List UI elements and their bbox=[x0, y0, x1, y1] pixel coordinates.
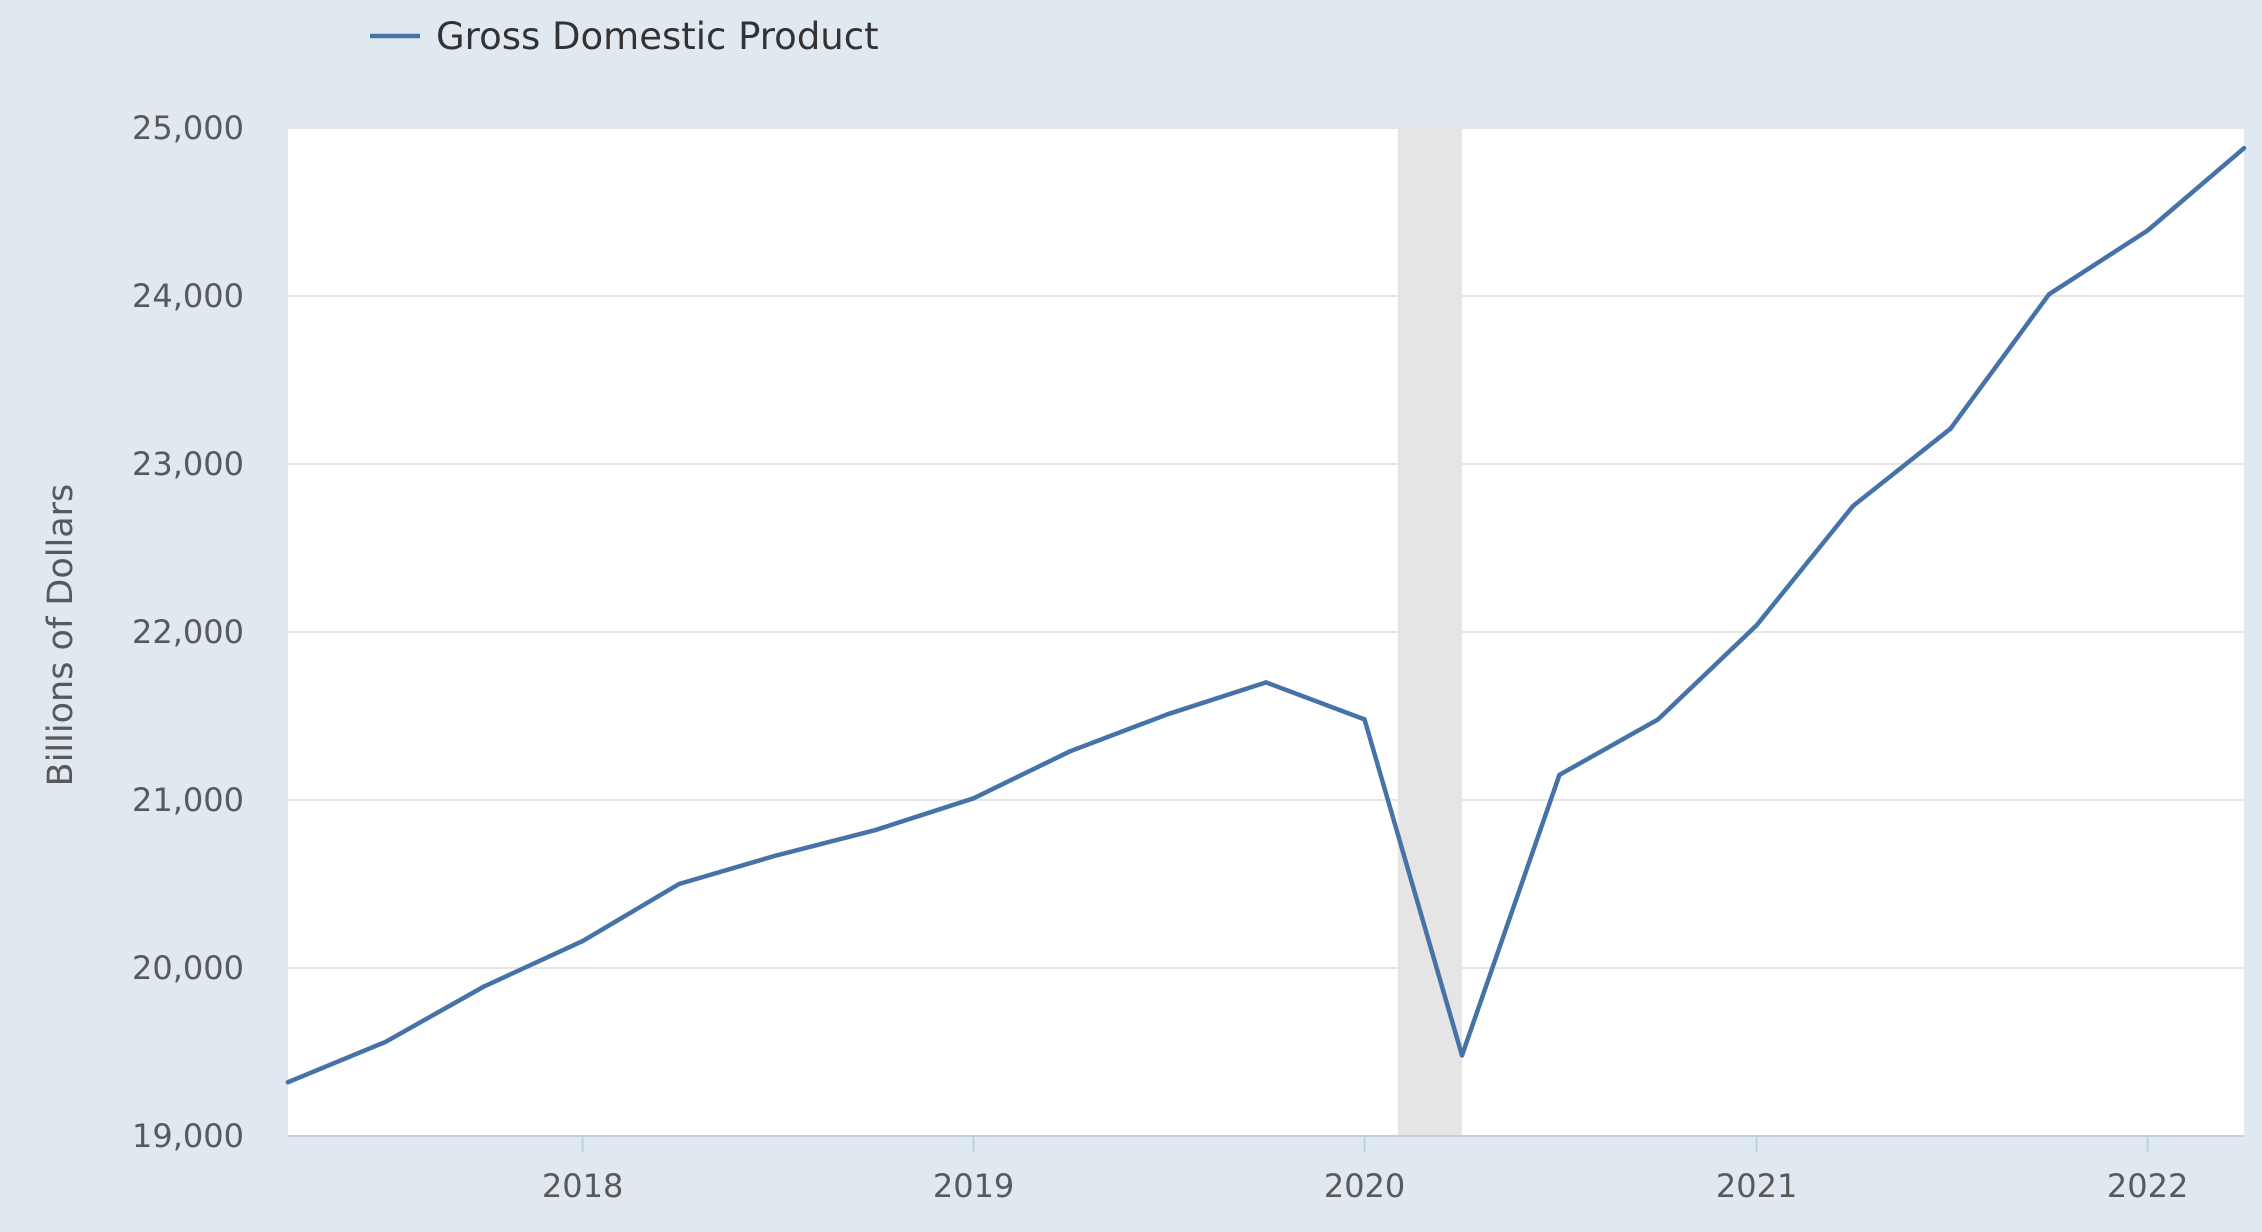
data-point-0-14 bbox=[1655, 717, 1661, 722]
data-point-0-8 bbox=[1067, 749, 1073, 754]
y-tick-label-2: 21,000 bbox=[132, 781, 244, 819]
data-point-0-18 bbox=[2046, 292, 2052, 297]
data-point-0-3 bbox=[580, 938, 585, 944]
y-tick-label-0: 19,000 bbox=[132, 1117, 244, 1155]
x-tick-label-0: 2018 bbox=[542, 1167, 623, 1205]
x-tick-label-4: 2022 bbox=[2107, 1167, 2188, 1205]
recession-shade-0 bbox=[1397, 128, 1463, 1136]
data-point-0-10 bbox=[1263, 680, 1269, 685]
data-point-0-15 bbox=[1754, 623, 1759, 628]
series-layer bbox=[285, 145, 2247, 1085]
x-tick-label-1: 2019 bbox=[933, 1167, 1014, 1205]
data-point-0-0 bbox=[285, 1080, 291, 1085]
y-tick-label-3: 22,000 bbox=[132, 613, 244, 651]
axes-layer: 19,000 20,000 21,000 22,000 23,000 24,000 25,0… bbox=[132, 109, 2244, 1205]
legend-label-gdp: Gross Domestic Product bbox=[436, 15, 879, 58]
data-point-0-5 bbox=[774, 853, 779, 858]
y-tick-label-5: 24,000 bbox=[132, 277, 244, 315]
data-point-0-16 bbox=[1850, 503, 1856, 509]
data-point-0-12 bbox=[1459, 1053, 1465, 1058]
x-tick-label-2: 2020 bbox=[1324, 1167, 1405, 1205]
data-point-0-4 bbox=[676, 881, 682, 887]
y-tick-label-6: 25,000 bbox=[132, 109, 244, 147]
gridlines-layer bbox=[288, 127, 2244, 969]
data-point-0-7 bbox=[971, 796, 976, 801]
data-point-0-2 bbox=[481, 984, 487, 989]
data-point-0-20 bbox=[2241, 145, 2247, 151]
recession-shading-layer bbox=[1397, 128, 1463, 1136]
data-point-0-1 bbox=[383, 1039, 388, 1045]
x-tick-label-3: 2021 bbox=[1716, 1167, 1797, 1205]
data-point-0-17 bbox=[1948, 426, 1953, 431]
data-point-0-13 bbox=[1557, 772, 1562, 777]
y-axis-title: Billions of Dollars bbox=[41, 484, 81, 787]
data-point-0-9 bbox=[1165, 712, 1170, 717]
data-point-0-11 bbox=[1362, 717, 1367, 722]
data-point-0-6 bbox=[872, 828, 878, 833]
legend[interactable]: Gross Domestic Product bbox=[370, 15, 879, 58]
y-tick-label-1: 20,000 bbox=[132, 949, 244, 987]
y-tick-label-4: 23,000 bbox=[132, 445, 244, 483]
data-point-0-19 bbox=[2145, 228, 2150, 233]
